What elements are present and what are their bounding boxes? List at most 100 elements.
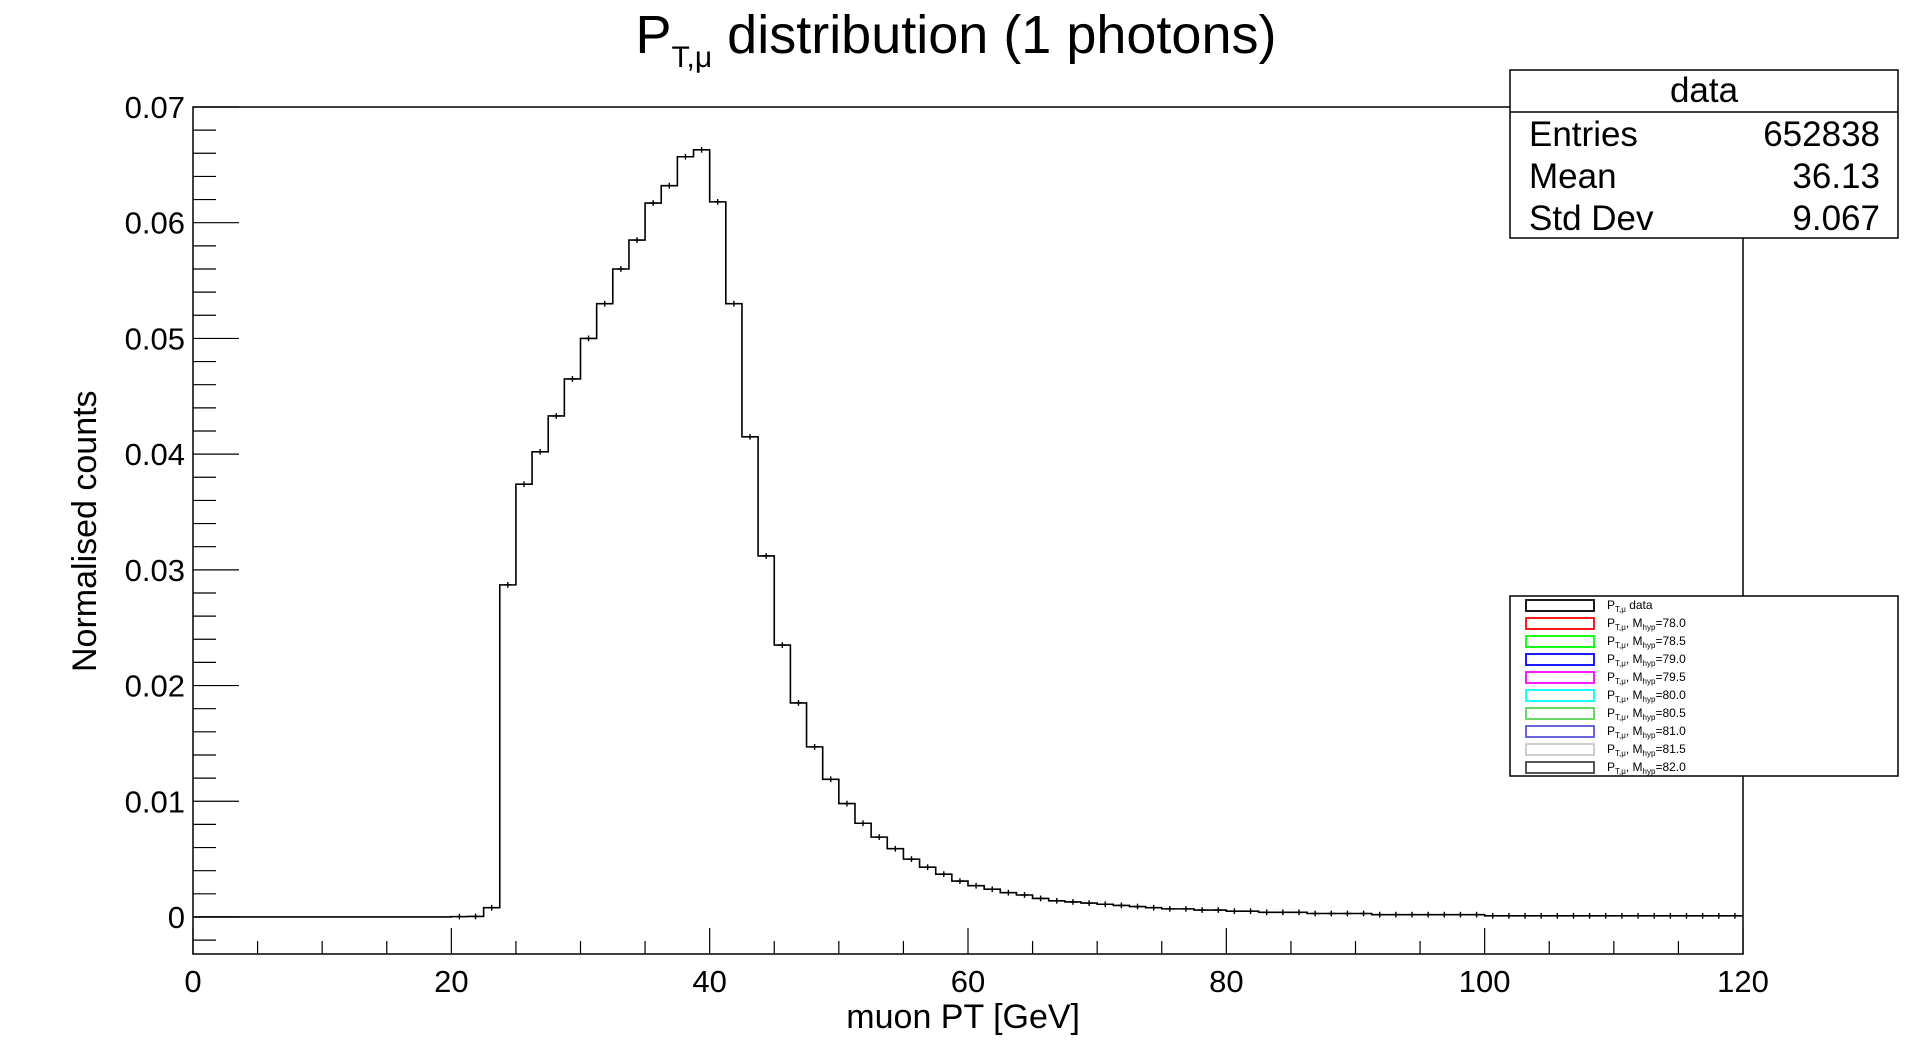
error-bar bbox=[1424, 911, 1433, 918]
legend-entry: PT,μ, Mhyp=78.5 bbox=[1525, 634, 1686, 650]
stats-mean-label: Mean bbox=[1529, 157, 1617, 196]
error-bar bbox=[1085, 900, 1094, 906]
error-bar bbox=[1585, 912, 1594, 919]
error-bar bbox=[1440, 911, 1449, 918]
stats-stddev-label: Std Dev bbox=[1529, 199, 1654, 238]
legend-items: PT,μ data PT,μ, Mhyp=78.0 PT,μ, Mhyp=78.5 P… bbox=[1525, 598, 1686, 776]
error-bar bbox=[471, 913, 480, 920]
error-bar bbox=[1521, 912, 1530, 919]
error-bar bbox=[794, 700, 803, 706]
legend-swatch bbox=[1525, 617, 1595, 630]
error-bar bbox=[600, 300, 609, 307]
error-bar bbox=[1198, 907, 1207, 913]
error-bar bbox=[1682, 912, 1691, 919]
error-bar bbox=[875, 834, 884, 841]
legend-label: PT,μ, Mhyp=82.0 bbox=[1607, 760, 1686, 776]
legend-swatch bbox=[1525, 743, 1595, 756]
legend-entry: PT,μ, Mhyp=79.0 bbox=[1525, 652, 1686, 668]
legend-label: PT,μ, Mhyp=80.0 bbox=[1607, 688, 1686, 704]
error-bar bbox=[729, 300, 738, 307]
legend-swatch bbox=[1525, 761, 1595, 774]
error-bar bbox=[1456, 911, 1465, 918]
error-bar bbox=[1504, 912, 1513, 919]
error-bar bbox=[1553, 912, 1562, 919]
error-bar bbox=[1327, 910, 1336, 917]
y-tick-label: 0.02 bbox=[125, 669, 185, 704]
error-bar bbox=[810, 743, 819, 750]
error-bar bbox=[633, 237, 642, 243]
error-bar bbox=[1101, 901, 1110, 908]
stats-entries-value: 652838 bbox=[1763, 115, 1880, 154]
legend-swatch bbox=[1525, 689, 1595, 702]
error-bar bbox=[1230, 908, 1239, 915]
histogram-bar bbox=[790, 703, 806, 917]
error-bar bbox=[536, 448, 545, 455]
error-bar bbox=[939, 871, 948, 878]
legend-entry: PT,μ, Mhyp=82.0 bbox=[1525, 760, 1686, 776]
y-tick-label: 0.06 bbox=[125, 206, 185, 241]
histogram-bar bbox=[532, 452, 548, 917]
histogram-bar bbox=[920, 867, 936, 917]
legend-entry: PT,μ data bbox=[1525, 598, 1653, 614]
error-bar bbox=[1698, 912, 1707, 919]
error-bar bbox=[503, 581, 512, 588]
error-bar bbox=[1262, 909, 1271, 916]
error-bar bbox=[1214, 907, 1223, 913]
error-bar bbox=[1617, 912, 1626, 919]
error-bar bbox=[649, 200, 658, 206]
error-bar bbox=[681, 153, 690, 160]
y-tick-label: 0.04 bbox=[125, 437, 185, 472]
error-bar bbox=[1165, 905, 1174, 912]
error-bar bbox=[1311, 910, 1320, 917]
y-axis-label: Normalised counts bbox=[66, 390, 104, 672]
legend-entry: PT,μ, Mhyp=80.5 bbox=[1525, 706, 1686, 722]
histogram-bar bbox=[694, 150, 710, 917]
error-bar bbox=[1408, 911, 1417, 918]
error-bar bbox=[1391, 911, 1400, 918]
histogram-bar bbox=[726, 304, 742, 917]
error-bar bbox=[568, 376, 577, 382]
error-bar bbox=[1068, 899, 1077, 905]
legend-swatch bbox=[1525, 599, 1595, 612]
legend-label: PT,μ data bbox=[1607, 598, 1653, 614]
x-tick-label: 120 bbox=[1717, 964, 1769, 999]
histogram-bar bbox=[548, 416, 564, 917]
error-bar bbox=[552, 413, 561, 419]
histogram-bar bbox=[1000, 893, 1016, 917]
error-bar bbox=[1375, 911, 1384, 918]
x-tick-label: 40 bbox=[692, 964, 726, 999]
error-bar bbox=[1634, 912, 1643, 919]
error-bar bbox=[1601, 912, 1610, 919]
error-bar bbox=[891, 845, 900, 852]
error-bar bbox=[746, 433, 755, 440]
error-bar bbox=[907, 856, 916, 863]
error-bar bbox=[584, 335, 593, 342]
legend-entry: PT,μ, Mhyp=81.0 bbox=[1525, 724, 1686, 740]
y-tick-label: 0.03 bbox=[125, 553, 185, 588]
histogram-bar bbox=[661, 186, 677, 917]
error-bar bbox=[1650, 912, 1659, 919]
error-bar bbox=[988, 886, 997, 893]
error-bar bbox=[713, 198, 722, 205]
histogram-bars bbox=[192, 149, 1743, 918]
error-bar bbox=[826, 776, 835, 783]
error-bar bbox=[1181, 905, 1190, 912]
legend-swatch bbox=[1525, 707, 1595, 720]
histogram-bar bbox=[887, 849, 903, 917]
histogram-bar bbox=[774, 645, 790, 917]
error-bar bbox=[487, 904, 496, 911]
histogram-bar bbox=[903, 859, 919, 917]
error-bar bbox=[1149, 904, 1158, 911]
histogram-bar bbox=[645, 203, 661, 917]
error-bar bbox=[697, 146, 706, 153]
histogram-bar bbox=[742, 437, 758, 917]
x-tick-label: 60 bbox=[951, 964, 985, 999]
error-bar bbox=[955, 878, 964, 884]
legend-label: PT,μ, Mhyp=81.0 bbox=[1607, 724, 1686, 740]
error-bar bbox=[665, 182, 674, 189]
legend-label: PT,μ, Mhyp=79.5 bbox=[1607, 670, 1686, 686]
legend-label: PT,μ, Mhyp=81.5 bbox=[1607, 742, 1686, 758]
error-bar bbox=[778, 642, 787, 648]
error-bar bbox=[859, 820, 868, 827]
y-tick-label: 0 bbox=[168, 900, 185, 935]
